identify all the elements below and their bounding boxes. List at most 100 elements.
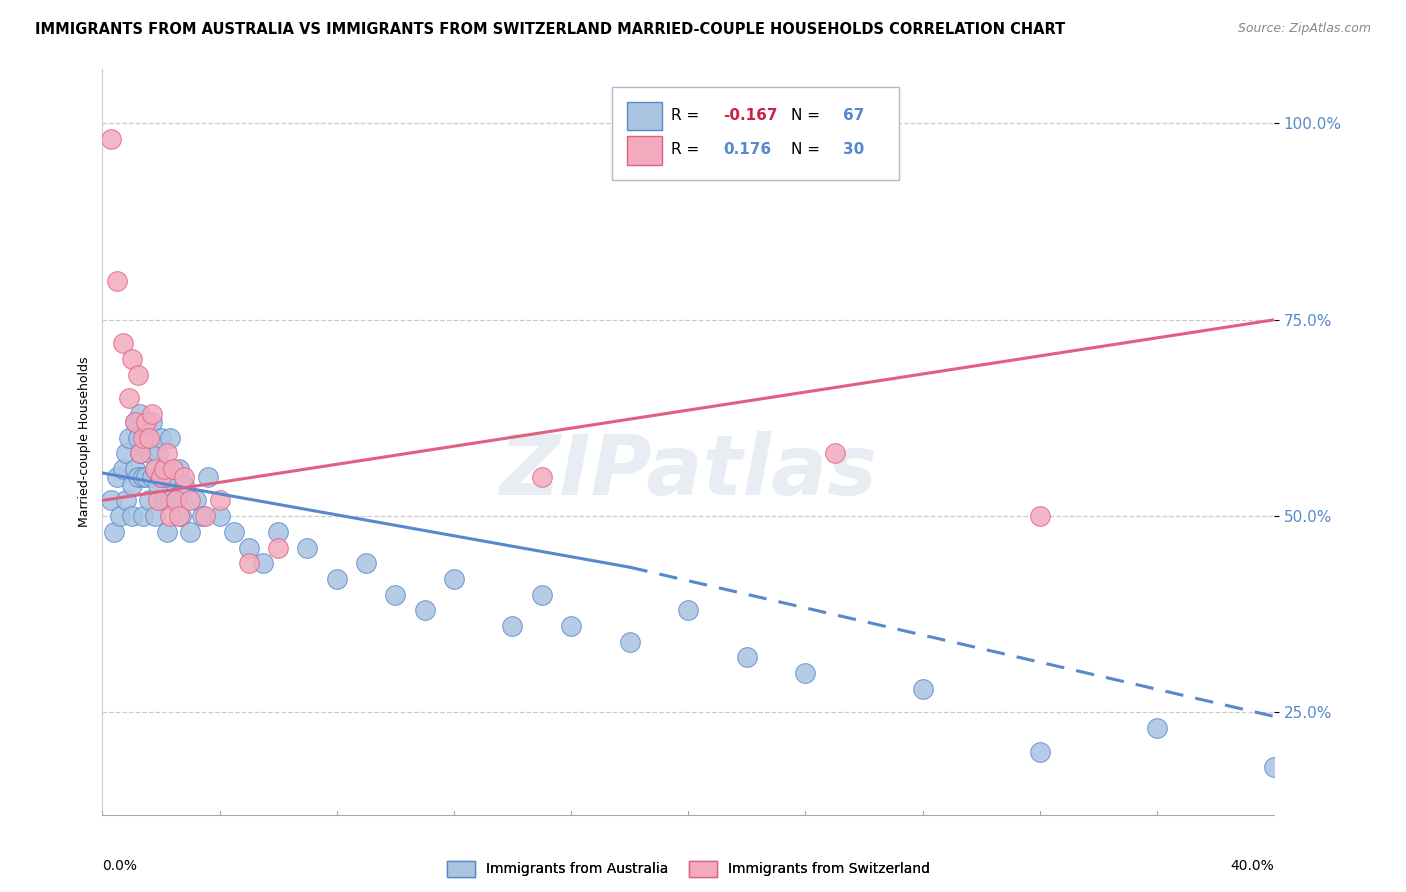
Text: Source: ZipAtlas.com: Source: ZipAtlas.com bbox=[1237, 22, 1371, 36]
Point bbox=[208, 493, 231, 508]
Text: 40.0%: 40.0% bbox=[1230, 859, 1274, 873]
Text: 30: 30 bbox=[842, 143, 865, 157]
Point bbox=[156, 446, 179, 460]
Point bbox=[735, 650, 758, 665]
Y-axis label: Married-couple Households: Married-couple Households bbox=[79, 356, 91, 527]
Point bbox=[162, 462, 184, 476]
Text: -0.167: -0.167 bbox=[723, 108, 778, 123]
Point bbox=[184, 493, 207, 508]
Point bbox=[238, 541, 260, 555]
Point bbox=[105, 470, 128, 484]
Point bbox=[173, 477, 195, 491]
Point bbox=[252, 556, 274, 570]
Point bbox=[108, 509, 131, 524]
Point bbox=[1028, 509, 1050, 524]
Point bbox=[159, 509, 181, 524]
Point bbox=[129, 407, 152, 421]
Point bbox=[138, 431, 160, 445]
Point bbox=[129, 446, 152, 460]
Point bbox=[179, 493, 201, 508]
Point bbox=[413, 603, 436, 617]
Point bbox=[179, 524, 201, 539]
FancyBboxPatch shape bbox=[627, 102, 662, 130]
Point bbox=[153, 462, 176, 476]
Text: IMMIGRANTS FROM AUSTRALIA VS IMMIGRANTS FROM SWITZERLAND MARRIED-COUPLE HOUSEHOL: IMMIGRANTS FROM AUSTRALIA VS IMMIGRANTS … bbox=[35, 22, 1066, 37]
Point bbox=[127, 431, 149, 445]
Point bbox=[167, 462, 190, 476]
Point bbox=[141, 415, 163, 429]
Text: R =: R = bbox=[671, 108, 704, 123]
Point bbox=[118, 392, 141, 406]
Point bbox=[165, 493, 187, 508]
Point bbox=[121, 477, 143, 491]
Point bbox=[530, 588, 553, 602]
Point bbox=[149, 470, 172, 484]
Point bbox=[325, 572, 347, 586]
Point bbox=[132, 470, 155, 484]
Point bbox=[138, 446, 160, 460]
Point bbox=[111, 462, 134, 476]
Point bbox=[124, 415, 146, 429]
Point bbox=[141, 470, 163, 484]
Point bbox=[208, 509, 231, 524]
Point bbox=[911, 681, 934, 696]
Point bbox=[501, 619, 523, 633]
Point bbox=[124, 415, 146, 429]
Point bbox=[1146, 721, 1168, 735]
Point bbox=[143, 462, 166, 476]
Point bbox=[138, 493, 160, 508]
Point bbox=[100, 493, 122, 508]
Point bbox=[156, 470, 179, 484]
Point bbox=[167, 509, 190, 524]
Point bbox=[197, 470, 219, 484]
Point bbox=[127, 470, 149, 484]
Point bbox=[132, 431, 155, 445]
Legend: Immigrants from Australia, Immigrants from Switzerland: Immigrants from Australia, Immigrants fr… bbox=[441, 855, 935, 882]
Point bbox=[153, 462, 176, 476]
Point bbox=[141, 407, 163, 421]
Text: N =: N = bbox=[792, 108, 825, 123]
Point bbox=[121, 509, 143, 524]
Point bbox=[159, 493, 181, 508]
Text: 67: 67 bbox=[842, 108, 865, 123]
Point bbox=[135, 431, 157, 445]
Point bbox=[129, 446, 152, 460]
Point bbox=[267, 524, 290, 539]
Point bbox=[127, 368, 149, 382]
Point bbox=[105, 274, 128, 288]
Point bbox=[173, 470, 195, 484]
Point bbox=[114, 493, 136, 508]
Point bbox=[824, 446, 846, 460]
Point bbox=[1263, 760, 1285, 774]
Point bbox=[143, 462, 166, 476]
Point bbox=[165, 493, 187, 508]
Point bbox=[146, 477, 169, 491]
Point bbox=[146, 446, 169, 460]
Point bbox=[619, 634, 641, 648]
Point bbox=[100, 132, 122, 146]
Point bbox=[111, 336, 134, 351]
Point bbox=[267, 541, 290, 555]
Point bbox=[530, 470, 553, 484]
Point bbox=[149, 470, 172, 484]
Point bbox=[443, 572, 465, 586]
Point bbox=[156, 524, 179, 539]
Point bbox=[149, 431, 172, 445]
Point bbox=[794, 666, 817, 681]
Point bbox=[132, 509, 155, 524]
Point bbox=[146, 493, 169, 508]
Point bbox=[114, 446, 136, 460]
Point bbox=[153, 493, 176, 508]
Point bbox=[103, 524, 125, 539]
Point bbox=[118, 431, 141, 445]
Point bbox=[238, 556, 260, 570]
Text: R =: R = bbox=[671, 143, 704, 157]
Point bbox=[224, 524, 246, 539]
Point bbox=[676, 603, 699, 617]
Point bbox=[159, 431, 181, 445]
FancyBboxPatch shape bbox=[627, 136, 662, 165]
Text: ZIPatlas: ZIPatlas bbox=[499, 431, 877, 512]
Point bbox=[384, 588, 406, 602]
Point bbox=[162, 470, 184, 484]
Point bbox=[354, 556, 377, 570]
